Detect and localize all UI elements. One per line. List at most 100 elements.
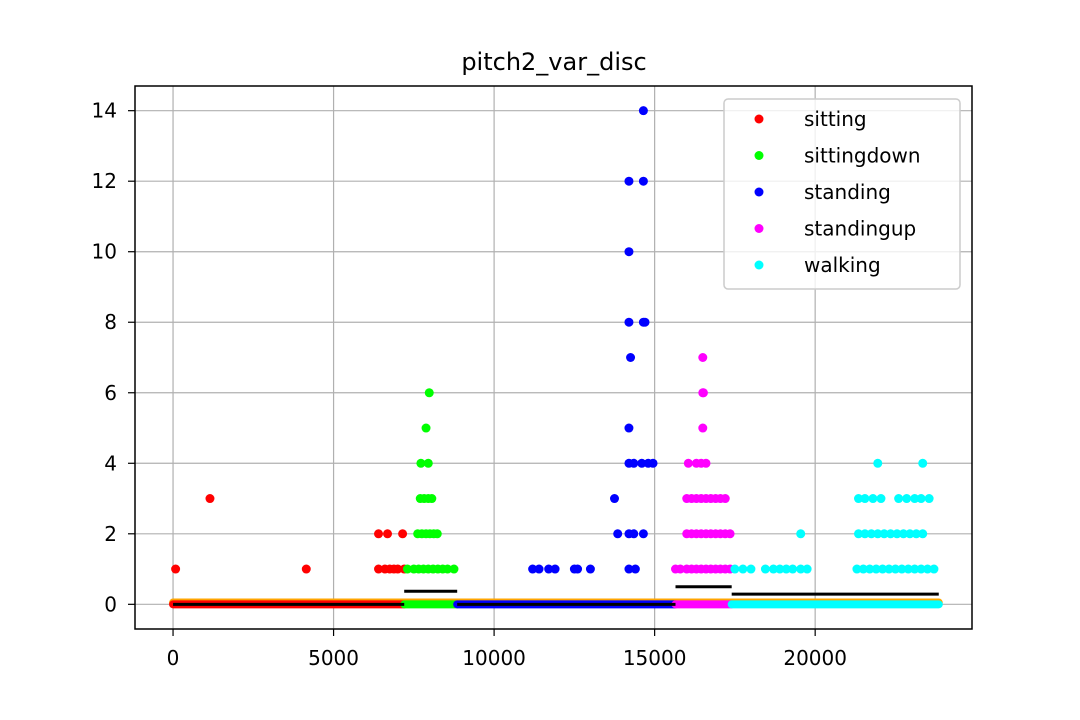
series-standingup-point — [720, 494, 730, 504]
series-standingup-point — [683, 458, 693, 468]
series-standingup-point — [675, 564, 685, 574]
series-walking-point — [854, 529, 864, 539]
legend-label-standingup: standingup — [804, 217, 916, 241]
series-sittingdown-point — [432, 529, 442, 539]
series-standing-point — [544, 564, 554, 574]
x-tick-label: 20000 — [783, 646, 847, 670]
series-standing-point — [638, 176, 648, 186]
series-walking-point — [892, 529, 902, 539]
y-tick-label: 6 — [104, 381, 117, 405]
series-walking-point — [918, 458, 928, 468]
series-standingup-point — [698, 353, 708, 362]
series-walking-point — [916, 494, 926, 504]
series-sittingdown-point — [416, 458, 426, 468]
series-standing-point — [626, 353, 636, 362]
series-sittingdown-point — [402, 564, 412, 574]
series-walking-point — [775, 564, 785, 574]
series-walking-point — [860, 494, 870, 504]
series-sitting-point — [374, 529, 384, 539]
series-sittingdown-point — [421, 423, 431, 433]
series-walking-point — [788, 564, 798, 574]
legend-label-sitting: sitting — [804, 107, 867, 131]
series-walking-point — [910, 564, 920, 574]
series-walking-point — [760, 564, 770, 574]
series-walking-point — [768, 564, 778, 574]
series-sitting-point — [205, 494, 215, 504]
series-walking-point — [929, 564, 939, 574]
series-standing-point — [534, 564, 544, 574]
axis-ticks-layer: 0 5000 10000 15000 20000 0 2 4 6 8 10 12 14 — [92, 99, 847, 670]
legend-marker-standingup — [754, 224, 764, 233]
x-tick-label: 10000 — [462, 646, 526, 670]
y-tick-label: 8 — [104, 310, 117, 334]
legend-label-sittingdown: sittingdown — [804, 144, 921, 168]
y-tick-label: 4 — [104, 451, 117, 475]
series-walking-point — [902, 494, 912, 504]
mean-lines-layer — [173, 585, 939, 606]
series-walking-point — [781, 564, 791, 574]
series-standing-point — [624, 423, 634, 433]
legend-marker-walking — [754, 260, 764, 270]
series-standing-point — [640, 317, 650, 327]
legend: sitting sittingdown standing standingup walk… — [723, 98, 961, 290]
legend-box — [723, 98, 961, 290]
x-tick-label: 5000 — [308, 646, 359, 670]
series-sitting-point — [301, 564, 311, 574]
series-sitting-point — [374, 564, 384, 574]
series-sittingdown-point — [423, 458, 433, 468]
series-standing-point — [638, 529, 648, 539]
series-walking-point — [854, 494, 864, 504]
series-standing-point — [624, 247, 634, 257]
series-walking-point — [865, 564, 875, 574]
series-walking-point — [746, 564, 756, 574]
series-standingup-point — [701, 458, 711, 468]
series-sitting-point — [393, 564, 403, 574]
series-standing-point — [624, 317, 634, 327]
series-walking-point — [868, 494, 878, 504]
legend-label-standing: standing — [804, 180, 891, 204]
series-standing-point — [630, 564, 640, 574]
y-tick-label: 2 — [104, 522, 117, 546]
plot-frame — [134, 85, 973, 630]
series-walking-point — [890, 564, 900, 574]
series-walking-point — [905, 529, 915, 539]
series-walking-point — [884, 564, 894, 574]
series-sitting-point — [398, 529, 408, 539]
series-sittingdown-point — [427, 494, 437, 504]
series-walking-point — [903, 564, 913, 574]
series-walking-point — [873, 458, 883, 468]
series-walking-point — [894, 494, 904, 504]
series-standing-point — [528, 564, 538, 574]
x-tick-label: 0 — [167, 646, 180, 670]
series-standing-point — [610, 494, 620, 504]
series-walking-point — [858, 564, 868, 574]
series-walking-point — [911, 529, 921, 539]
series-standing-point — [629, 458, 639, 468]
series-sittingdown-point — [449, 564, 459, 574]
legend-marker-standing — [754, 187, 764, 197]
series-walking-point — [873, 529, 883, 539]
y-tick-label: 12 — [92, 169, 117, 193]
legend-marker-sittingdown — [754, 151, 764, 160]
x-tick-label: 15000 — [623, 646, 687, 670]
series-walking-point — [924, 494, 934, 504]
series-sittingdown-point — [424, 388, 434, 398]
series-walking-point — [852, 564, 862, 574]
series-standing-point — [550, 564, 560, 574]
series-sittingdown-point — [443, 564, 453, 574]
legend-marker-sitting — [754, 114, 764, 124]
series-standing-point — [624, 564, 634, 574]
series-walking-point — [879, 529, 889, 539]
series-walking-point — [876, 494, 886, 504]
series-walking-point — [796, 529, 806, 539]
series-standing-point — [585, 564, 595, 574]
y-tick-label: 10 — [92, 240, 117, 264]
series-walking-point — [916, 564, 926, 574]
series-standing-point — [629, 529, 639, 539]
series-walking-point — [871, 564, 881, 574]
series-standingup-point — [698, 423, 708, 433]
series-walking-point — [898, 529, 908, 539]
series-walking-point — [796, 564, 806, 574]
legend-label-walking: walking — [804, 253, 881, 277]
